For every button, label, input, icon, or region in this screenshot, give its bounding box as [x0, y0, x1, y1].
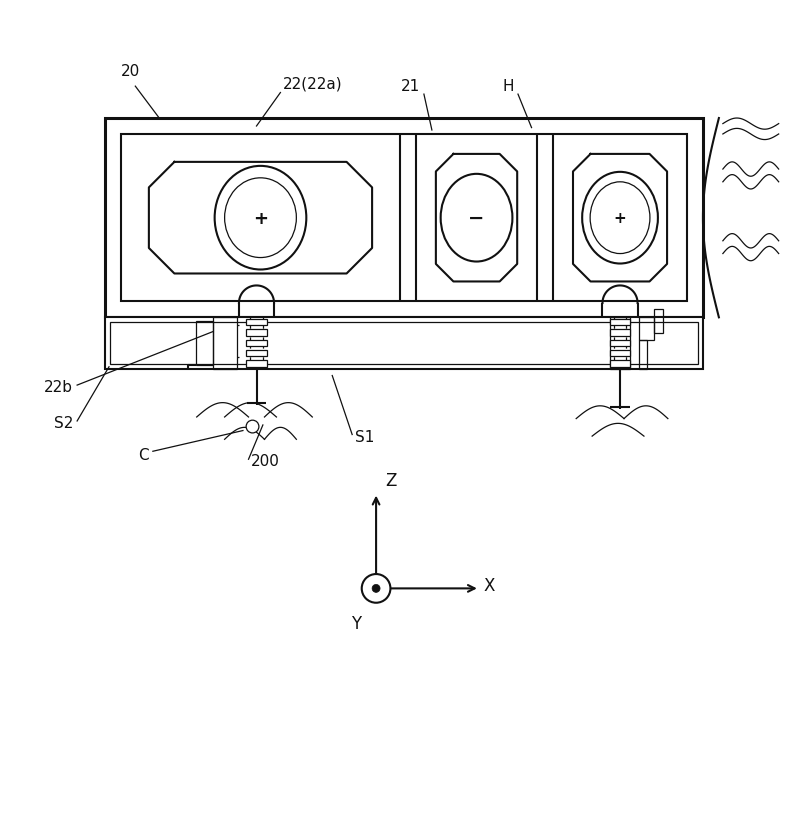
- Text: S1: S1: [355, 429, 374, 444]
- Circle shape: [246, 421, 259, 433]
- Text: +: +: [253, 209, 268, 227]
- Bar: [610, 319, 630, 326]
- Text: 22(22a): 22(22a): [283, 77, 342, 92]
- Text: +: +: [614, 211, 626, 226]
- Text: −: −: [468, 209, 485, 228]
- Text: 22b: 22b: [44, 380, 73, 394]
- Bar: [639, 318, 654, 340]
- Circle shape: [372, 585, 380, 593]
- Text: X: X: [484, 576, 495, 595]
- Bar: [246, 340, 267, 347]
- Bar: [246, 351, 267, 357]
- Bar: [246, 330, 267, 337]
- Bar: [639, 340, 647, 370]
- Bar: [105, 318, 703, 370]
- Text: Z: Z: [386, 471, 397, 489]
- Text: 200: 200: [251, 454, 280, 469]
- Bar: [610, 351, 630, 357]
- Text: C: C: [138, 447, 149, 462]
- Bar: [121, 135, 687, 302]
- Bar: [610, 330, 630, 337]
- Bar: [105, 119, 703, 318]
- Bar: [610, 318, 630, 370]
- Text: Y: Y: [351, 614, 362, 632]
- Ellipse shape: [225, 179, 296, 258]
- Text: 20: 20: [121, 64, 140, 79]
- Bar: [196, 322, 214, 366]
- Text: 21: 21: [401, 79, 420, 93]
- Text: H: H: [502, 79, 514, 93]
- Ellipse shape: [582, 173, 658, 264]
- Bar: [110, 323, 698, 365]
- Bar: [246, 319, 267, 326]
- Text: S2: S2: [54, 415, 73, 431]
- Bar: [214, 318, 238, 370]
- Bar: [654, 310, 663, 334]
- Ellipse shape: [590, 183, 650, 254]
- Ellipse shape: [214, 167, 306, 270]
- Ellipse shape: [441, 174, 513, 262]
- Circle shape: [362, 574, 390, 603]
- Bar: [610, 361, 630, 367]
- Bar: [246, 361, 267, 367]
- Bar: [610, 340, 630, 347]
